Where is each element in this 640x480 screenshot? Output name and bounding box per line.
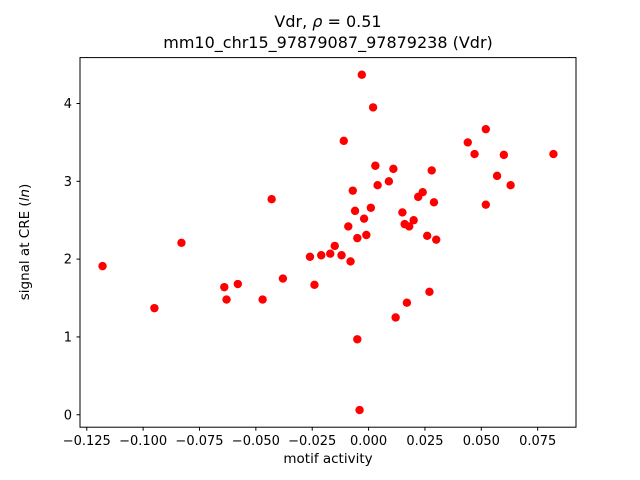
scatter-point — [389, 164, 398, 174]
scatter-point — [384, 177, 394, 186]
scatter-point — [418, 188, 427, 197]
scatter-point — [398, 208, 407, 217]
scatter-point — [402, 298, 412, 307]
x-tick-label: −0.025 — [288, 434, 336, 449]
y-tick-group: 0 1 2 3 4 — [64, 97, 80, 423]
scatter-point — [222, 295, 231, 304]
x-tick-label: 0.075 — [519, 434, 556, 449]
y-tick-label: 0 — [64, 408, 72, 423]
x-tick-group: −0.125 −0.100 −0.075 −0.050 −0.025 0.000 0.025… — [63, 427, 556, 449]
plot-subtitle: mm10_chr15_97879087_97879238 (Vdr) — [163, 33, 493, 52]
scatter-point — [177, 238, 186, 247]
y-tick-label: 4 — [64, 97, 72, 112]
scatter-point — [368, 103, 378, 112]
scatter-point — [492, 171, 502, 181]
scatter-point — [353, 335, 362, 344]
scatter-point — [463, 138, 472, 147]
scatter-point — [373, 181, 382, 190]
x-tick-label: 0.050 — [463, 434, 500, 449]
scatter-point — [310, 280, 319, 290]
y-tick-label: 1 — [64, 330, 72, 345]
scatter-point — [549, 149, 558, 159]
scatter-point — [470, 149, 479, 159]
scatter-point — [366, 203, 376, 212]
scatter-point — [355, 405, 364, 415]
plot-title-rho-symbol: ρ — [312, 12, 323, 31]
scatter-point — [278, 274, 288, 283]
y-tick-label: 3 — [64, 175, 72, 190]
scatter-point — [404, 222, 414, 231]
scatter-point — [317, 251, 326, 260]
scatter-point — [391, 313, 400, 322]
scatter-point — [339, 136, 348, 146]
x-tick-label: −0.050 — [232, 434, 280, 449]
scatter-point — [346, 257, 355, 266]
plot-frame — [79, 57, 577, 428]
scatter-point — [432, 235, 441, 244]
scatter-point — [348, 186, 357, 195]
plot-title-prefix: Vdr, — [274, 12, 313, 31]
scatter-point — [357, 70, 367, 79]
plot-title: Vdr, ρ = 0.51 — [80, 12, 576, 32]
scatter-point — [362, 230, 371, 240]
scatter-point — [337, 251, 346, 260]
scatter-point — [481, 200, 491, 209]
x-axis-label: motif activity — [283, 451, 373, 467]
scatter-point — [481, 124, 491, 134]
scatter-point — [267, 195, 276, 204]
x-tick-label: 0.025 — [406, 434, 443, 449]
scatter-point — [344, 222, 353, 231]
x-tick-label: 0.000 — [350, 434, 387, 449]
scatter-point — [423, 231, 432, 240]
scatter-point — [220, 282, 229, 292]
y-tick-label: 2 — [64, 253, 72, 268]
scatter-point — [499, 150, 509, 160]
scatter-point — [359, 214, 369, 223]
scatter-point — [98, 261, 107, 271]
scatter-point — [371, 161, 380, 170]
scatter-point — [506, 181, 515, 190]
x-tick-label: −0.125 — [63, 434, 111, 449]
scatter-points — [98, 70, 558, 415]
scatter-point — [429, 198, 439, 207]
plot-title-suffix: = 0.51 — [322, 12, 382, 31]
scatter-point — [150, 303, 159, 313]
scatter-point — [258, 295, 267, 304]
scatter-point — [409, 216, 418, 225]
scatter-point — [326, 249, 335, 258]
scatter-point — [427, 166, 436, 175]
x-tick-label: −0.100 — [119, 434, 167, 449]
scatter-point — [353, 233, 362, 243]
scatter-point — [330, 241, 339, 251]
scatter-point — [425, 287, 434, 297]
scatter-point — [233, 279, 243, 289]
x-tick-label: −0.075 — [175, 434, 223, 449]
scatter-point — [305, 252, 315, 261]
scatter-point — [350, 206, 360, 216]
